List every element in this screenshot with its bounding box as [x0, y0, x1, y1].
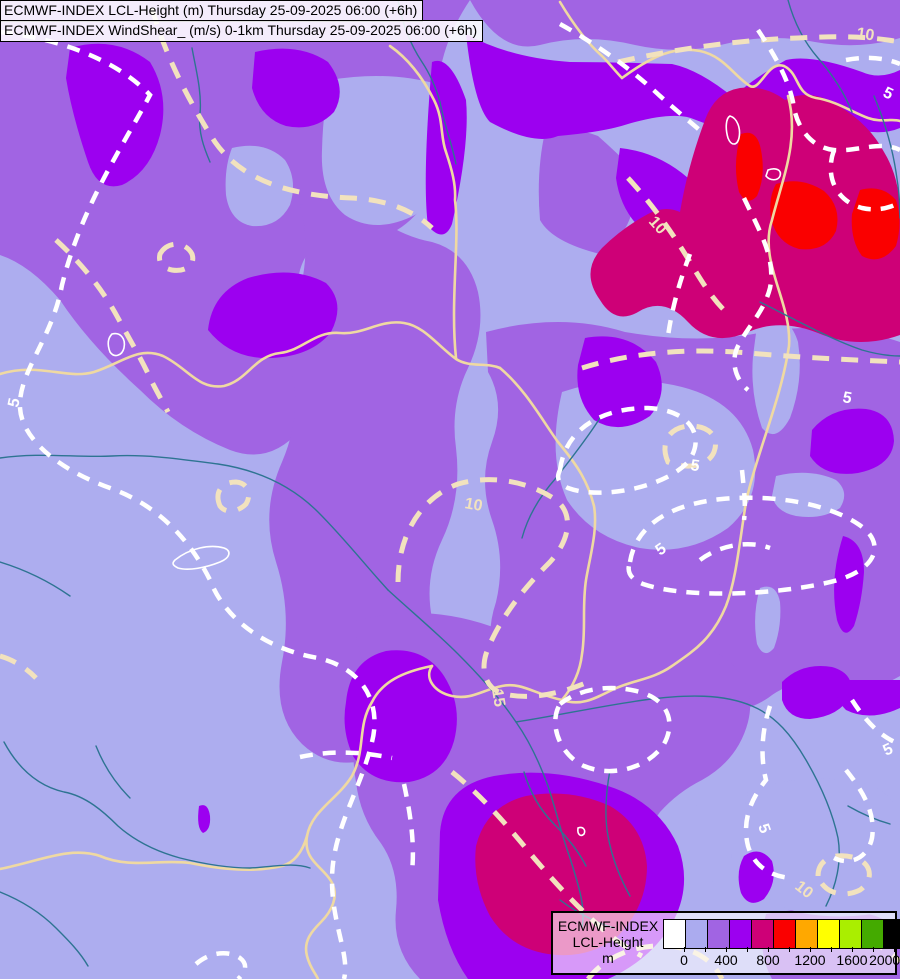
- map-title-windshear: ECMWF-INDEX WindShear_ (m/s) 0-1km Thurs…: [0, 20, 484, 42]
- legend-swatch: [707, 919, 730, 949]
- legend-tick-label: 2000: [869, 952, 900, 968]
- legend-tick: [873, 947, 874, 952]
- contour-label-5: 5: [689, 457, 700, 475]
- legend-tick: [831, 947, 832, 952]
- legend-tick-label: 800: [756, 952, 780, 968]
- legend-swatch: [729, 919, 752, 949]
- legend-swatch: [685, 919, 708, 949]
- color-scale-legend: ECMWF-INDEX LCL-Height m 0 400 800 1200 1600…: [551, 911, 900, 975]
- contour-label-15: 15: [488, 688, 508, 709]
- map-title-lcl: ECMWF-INDEX LCL-Height (m) Thursday 25-0…: [0, 0, 424, 22]
- legend-tick: [726, 947, 727, 952]
- legend-title-model: ECMWF-INDEX: [557, 918, 659, 934]
- windshear-contour-5: [0, 22, 900, 979]
- contour-label-5: 5: [841, 389, 853, 407]
- legend-swatch: [663, 919, 686, 949]
- legend-swatch: [883, 919, 900, 949]
- legend-title-block: ECMWF-INDEX LCL-Height m: [555, 918, 661, 966]
- legend-swatch: [861, 919, 884, 949]
- legend-tick: [894, 947, 895, 952]
- legend-swatch: [773, 919, 796, 949]
- map-title-windshear-text: ECMWF-INDEX WindShear_ (m/s) 0-1km Thurs…: [4, 22, 478, 38]
- legend-tick-label: 0: [680, 952, 688, 968]
- contour-label-5: 5: [5, 396, 23, 408]
- legend-title-unit: m: [602, 950, 614, 966]
- map-title-lcl-text: ECMWF-INDEX LCL-Height (m) Thursday 25-0…: [4, 2, 418, 18]
- contour-label-10: 10: [463, 495, 484, 515]
- legend-tick-label: 1200: [794, 952, 826, 968]
- legend-swatch: [839, 919, 862, 949]
- legend-tick: [684, 947, 685, 952]
- legend-color-bar: [663, 919, 900, 949]
- legend-tick: [789, 947, 790, 952]
- legend-swatch: [751, 919, 774, 949]
- legend-tick-label: 400: [714, 952, 738, 968]
- legend-tick: [852, 947, 853, 952]
- legend-tick: [705, 947, 706, 952]
- legend-tick: [768, 947, 769, 952]
- lakes: [107, 115, 782, 837]
- legend-tick: [747, 947, 748, 952]
- legend-tick-label: 1600: [836, 952, 868, 968]
- legend-title-parameter: LCL-Height: [572, 934, 644, 950]
- legend-swatch: [817, 919, 840, 949]
- legend-swatch: [795, 919, 818, 949]
- legend-tick: [810, 947, 811, 952]
- contour-label-10: 10: [855, 25, 875, 44]
